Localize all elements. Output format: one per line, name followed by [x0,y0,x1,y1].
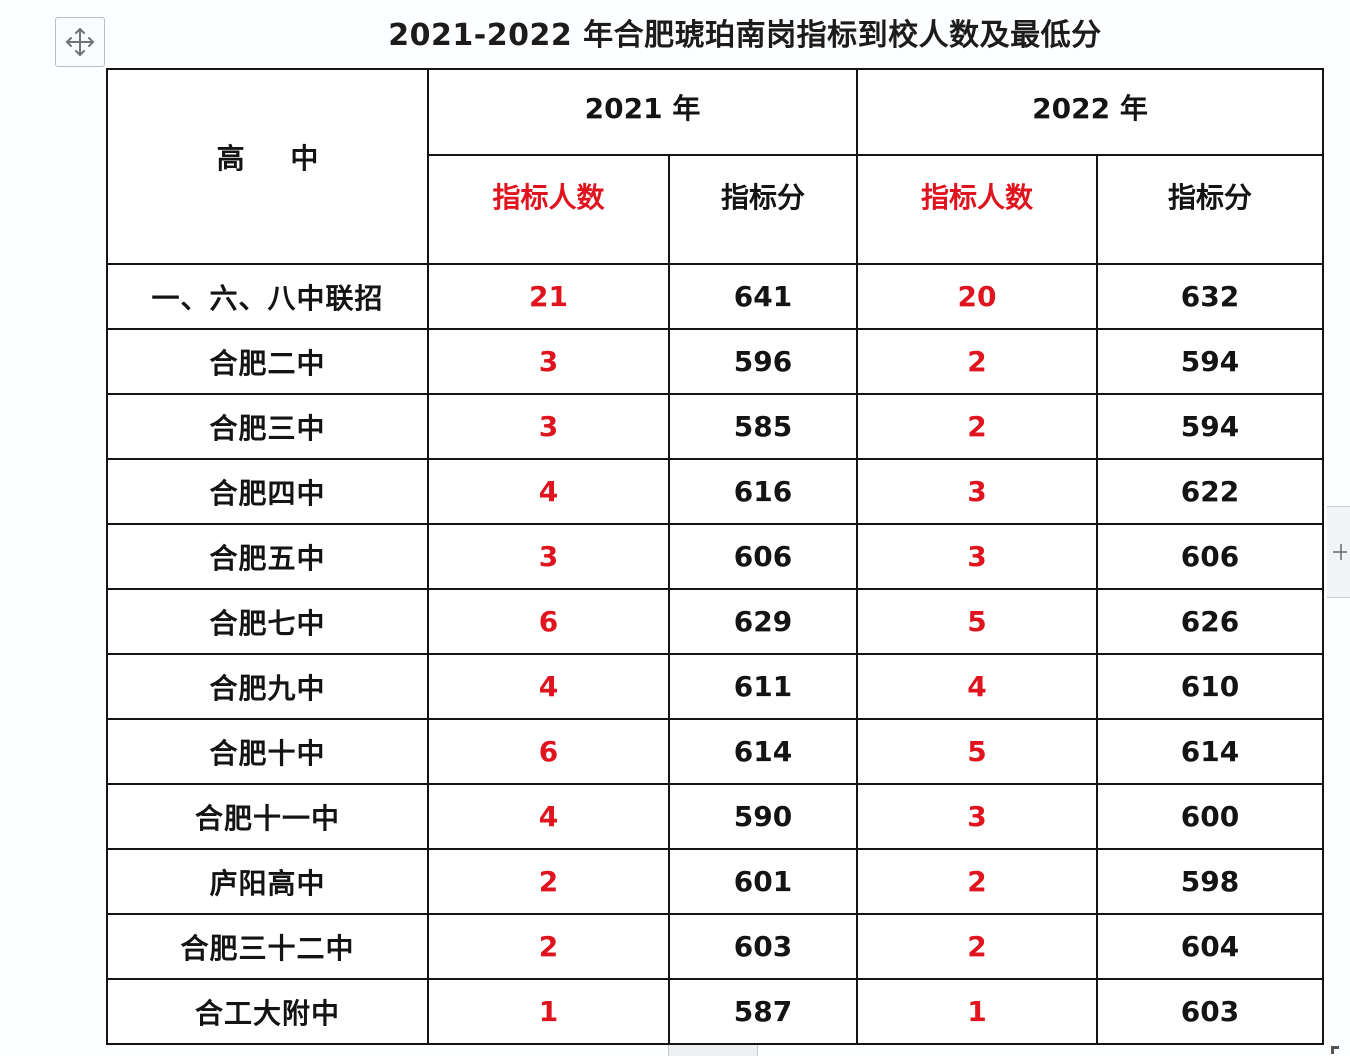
move-arrows-icon [66,28,94,56]
school-name: 合肥五中 [106,523,429,590]
school-name: 合肥二中 [106,328,429,395]
score-2021: 603 [668,913,858,980]
quota-2021: 3 [427,393,670,460]
table-row: 合肥九中 4 611 4 610 [106,653,1324,720]
score-2021: 585 [668,393,858,460]
quota-2021: 2 [427,913,670,980]
school-name: 合肥三中 [106,393,429,460]
table-row: 合肥三中 3 585 2 594 [106,393,1324,460]
quota-2021: 1 [427,978,670,1045]
plus-icon [1332,544,1347,560]
school-name: 合肥十中 [106,718,429,785]
header-year-2021: 2021 年 [427,68,858,156]
score-2021: 616 [668,458,858,525]
quota-2022: 2 [856,328,1098,395]
score-2022: 632 [1096,263,1324,330]
header-score-2022: 指标分 [1096,154,1324,265]
school-name: 合工大附中 [106,978,429,1045]
quota-2021: 3 [427,328,670,395]
score-2022: 626 [1096,588,1324,655]
score-2022: 622 [1096,458,1324,525]
table-row: 合肥四中 4 616 3 622 [106,458,1324,525]
score-2021: 614 [668,718,858,785]
table-row: 庐阳高中 2 601 2 598 [106,848,1324,915]
score-2022: 606 [1096,523,1324,590]
school-name: 合肥十一中 [106,783,429,850]
header-quota-2022: 指标人数 [856,154,1098,265]
quota-2022: 1 [856,978,1098,1045]
document-title: 2021-2022 年合肥琥珀南岗指标到校人数及最低分 [388,18,1102,53]
score-2021: 590 [668,783,858,850]
quota-2022: 2 [856,848,1098,915]
school-name: 合肥三十二中 [106,913,429,980]
resize-corner-icon[interactable] [1331,1046,1339,1054]
school-name: 合肥四中 [106,458,429,525]
quota-2021: 6 [427,718,670,785]
score-2022: 598 [1096,848,1324,915]
score-2021: 587 [668,978,858,1045]
table-row: 合肥三十二中 2 603 2 604 [106,913,1324,980]
score-2022: 594 [1096,328,1324,395]
header-row-metrics: 指标人数 指标分 指标人数 指标分 [107,154,1324,265]
header-year-2022: 2022 年 [856,68,1324,156]
school-name: 合肥七中 [106,588,429,655]
score-2021: 641 [668,263,858,330]
score-2022: 603 [1096,978,1324,1045]
score-2022: 594 [1096,393,1324,460]
table-row: 合肥十中 6 614 5 614 [106,718,1324,785]
add-column-button[interactable] [1327,506,1350,598]
quota-2021: 3 [427,523,670,590]
table-row: 一、六、八中联招 21 641 20 632 [106,263,1324,330]
header-score-2021: 指标分 [668,154,858,265]
score-2021: 629 [668,588,858,655]
header-quota-2021: 指标人数 [427,154,670,265]
score-2022: 610 [1096,653,1324,720]
score-2021: 596 [668,328,858,395]
table-row: 合肥五中 3 606 3 606 [106,523,1324,590]
header-school: 高 中 [106,68,429,265]
quota-2022: 2 [856,393,1098,460]
table-row: 合工大附中 1 587 1 603 [106,978,1324,1045]
score-2021: 606 [668,523,858,590]
quota-2022: 5 [856,588,1098,655]
quota-2022: 3 [856,523,1098,590]
quota-2021: 4 [427,458,670,525]
quota-2022: 3 [856,458,1098,525]
table-row: 合肥七中 6 629 5 626 [106,588,1324,655]
quota-2021: 4 [427,653,670,720]
quota-2021: 6 [427,588,670,655]
score-2022: 600 [1096,783,1324,850]
table-row: 合肥十一中 4 590 3 600 [106,783,1324,850]
table-row: 合肥二中 3 596 2 594 [106,328,1324,395]
score-2022: 604 [1096,913,1324,980]
quota-score-table: 高 中 2021 年 2022 年 指标人数 指标分 指标人数 指标分 一、六、… [106,68,1324,1045]
add-row-button[interactable] [668,1045,758,1056]
quota-2022: 4 [856,653,1098,720]
score-2021: 601 [668,848,858,915]
quota-2022: 5 [856,718,1098,785]
table-move-handle[interactable] [55,17,105,67]
school-name: 庐阳高中 [106,848,429,915]
quota-2021: 21 [427,263,670,330]
school-name: 一、六、八中联招 [106,263,429,330]
quota-2022: 2 [856,913,1098,980]
score-2021: 611 [668,653,858,720]
quota-2021: 4 [427,783,670,850]
school-name: 合肥九中 [106,653,429,720]
header-row-years: 高 中 2021 年 2022 年 [106,68,1324,265]
quota-2022: 3 [856,783,1098,850]
score-2022: 614 [1096,718,1324,785]
quota-2021: 2 [427,848,670,915]
quota-2022: 20 [856,263,1098,330]
